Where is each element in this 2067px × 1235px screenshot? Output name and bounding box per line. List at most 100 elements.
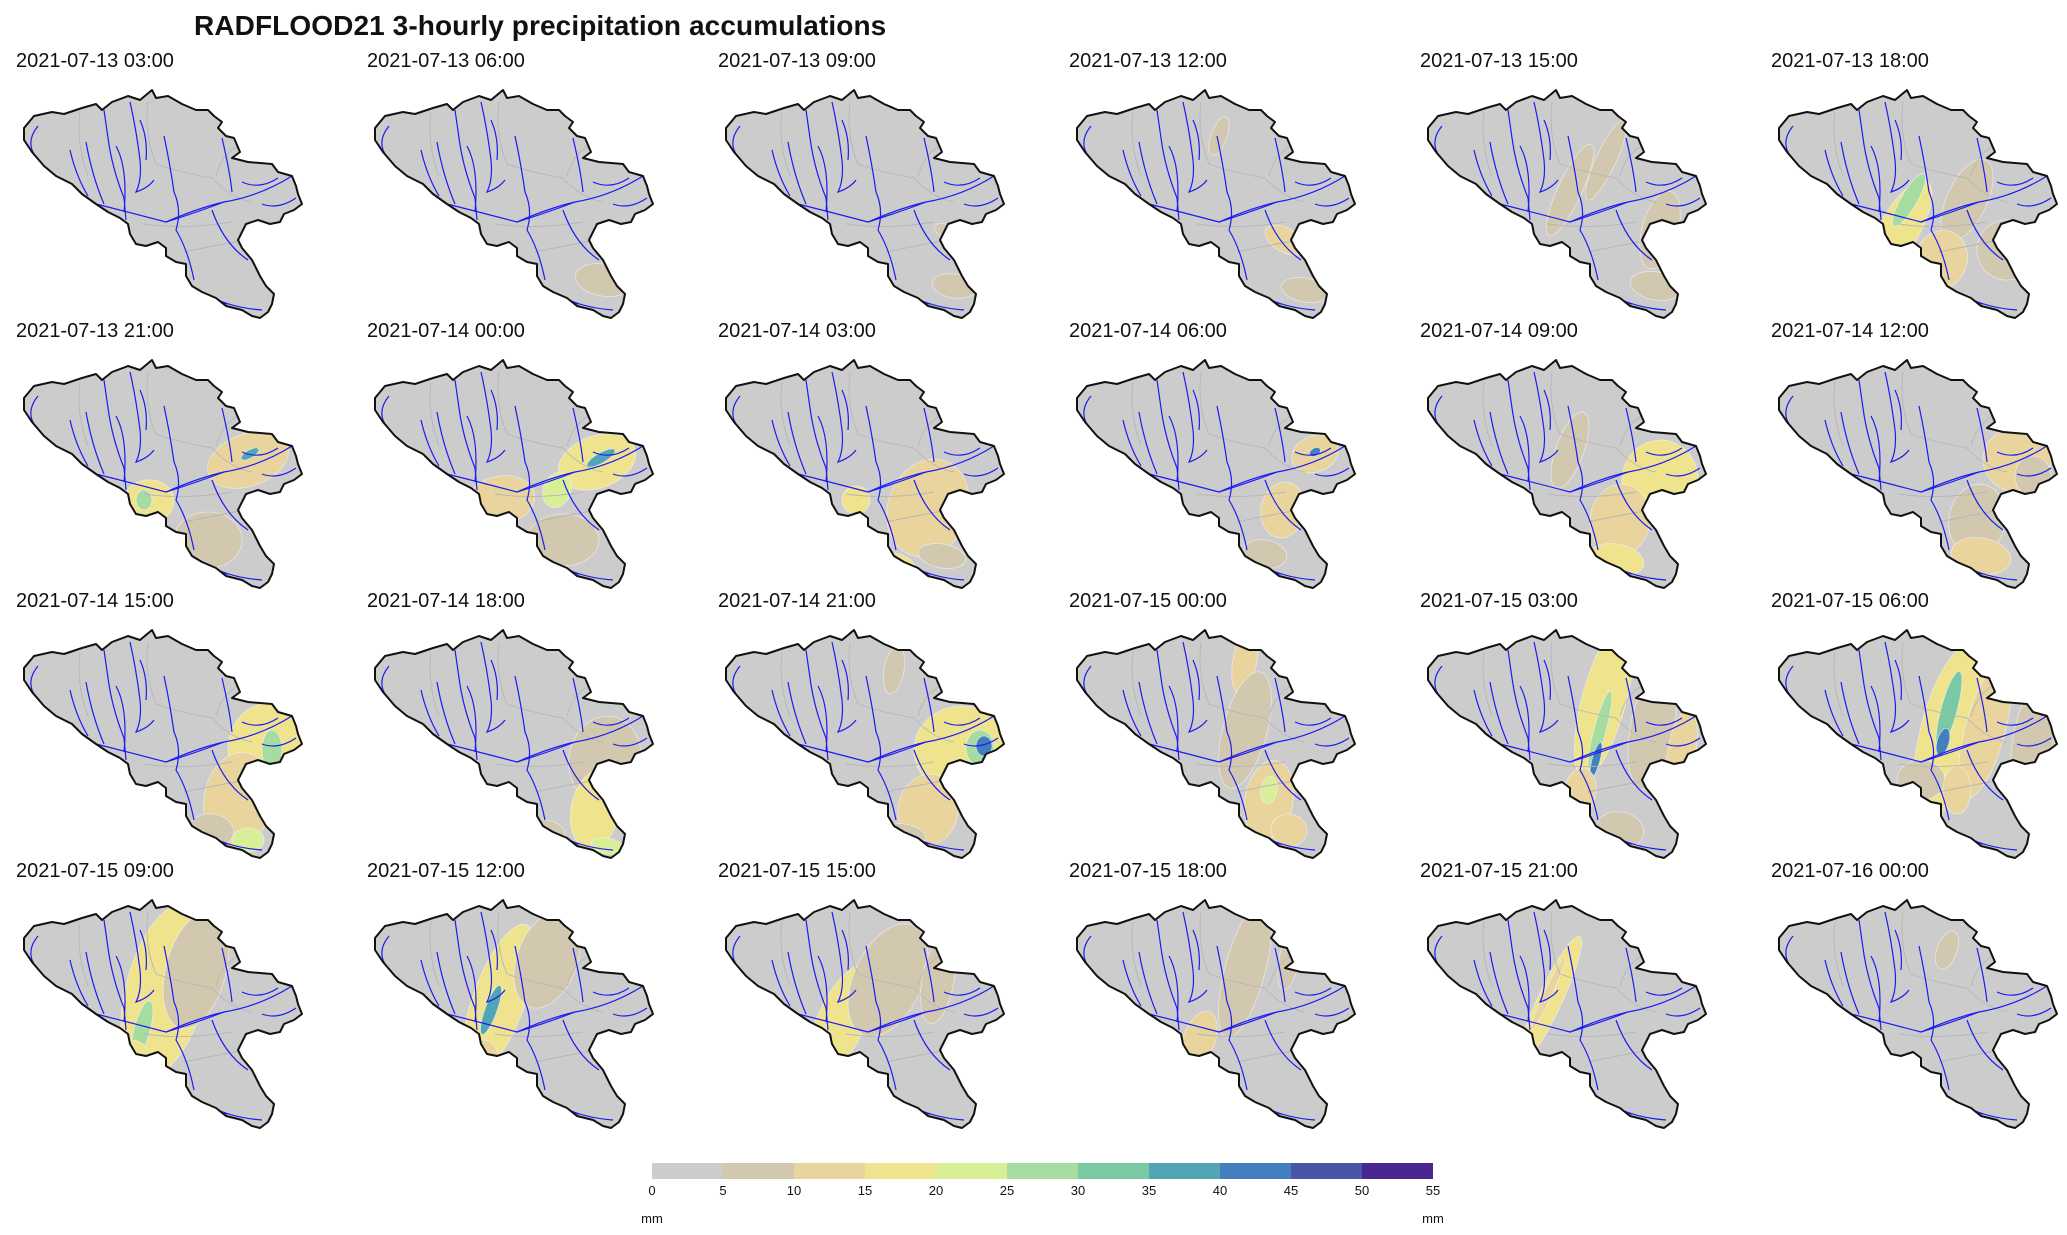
river-line — [1543, 389, 1551, 431]
river-line — [1156, 919, 1180, 1031]
river-line — [817, 415, 828, 483]
province-boundary — [848, 101, 915, 179]
river-line — [913, 1019, 951, 1071]
river-line — [1665, 467, 1701, 477]
river-line — [139, 659, 147, 701]
province-boundary — [1196, 761, 1286, 768]
map-panel: 2021-07-15 00:00 — [1069, 590, 1409, 860]
river-line — [1858, 649, 1882, 761]
river-line — [454, 109, 478, 221]
province-boundary — [562, 717, 604, 743]
belgium-precipitation-map — [1778, 629, 2058, 859]
province-boundary — [1970, 955, 1994, 987]
colorbar-tick-label: 15 — [857, 1183, 873, 1198]
river-line — [1138, 411, 1158, 475]
province-boundary — [78, 111, 89, 177]
river-line — [1122, 149, 1142, 197]
river-line — [963, 197, 999, 207]
colorbar-tick-label: 20 — [928, 1183, 944, 1198]
river-line — [592, 177, 630, 186]
river-line — [1264, 209, 1302, 261]
river-line — [913, 749, 951, 801]
province-boundary — [78, 921, 89, 987]
colorbar-segment — [723, 1163, 794, 1179]
river-line — [420, 149, 440, 197]
river-line — [446, 985, 644, 1033]
panel-timestamp: 2021-07-15 06:00 — [1771, 590, 1929, 612]
colorbar-segment — [794, 1163, 865, 1179]
river-line — [1577, 191, 1599, 281]
province-boundary — [1619, 685, 1643, 717]
river-line — [1148, 445, 1346, 493]
province-boundary — [780, 651, 791, 717]
province-boundary — [845, 1031, 935, 1038]
country-border — [1076, 89, 1356, 319]
province-boundary — [1268, 415, 1292, 447]
river-line — [1824, 419, 1844, 467]
map-panel: 2021-07-15 18:00 — [1069, 860, 1409, 1130]
river-line — [875, 461, 897, 551]
province-boundary — [215, 685, 239, 717]
river-line — [1665, 197, 1701, 207]
province-boundary — [780, 111, 791, 177]
river-line — [1138, 141, 1158, 205]
river-line — [1577, 731, 1599, 821]
province-boundary — [1966, 717, 2008, 743]
province-boundary — [215, 145, 239, 177]
river-line — [1182, 641, 1208, 734]
province-boundary — [78, 381, 89, 447]
river-line — [1314, 737, 1350, 747]
river-line — [865, 945, 877, 1003]
map-panel: 2021-07-13 09:00 — [718, 50, 1058, 320]
river-line — [129, 371, 155, 464]
river-line — [1192, 929, 1200, 971]
province-boundary — [1131, 651, 1142, 717]
river-line — [1533, 371, 1559, 464]
river-line — [923, 137, 935, 193]
colorbar-scale — [652, 1163, 1433, 1179]
river-line — [1489, 681, 1509, 745]
river-line — [817, 145, 828, 213]
colorbar-segment — [865, 1163, 936, 1179]
country-border — [1076, 359, 1356, 589]
river-line — [867, 201, 927, 223]
country-border — [374, 359, 654, 589]
river-line — [446, 445, 644, 493]
river-line — [446, 715, 644, 763]
river-line — [831, 371, 857, 464]
river-line — [1966, 1019, 2004, 1071]
river-line — [1850, 985, 2048, 1033]
river-line — [1533, 911, 1559, 1004]
province-boundary — [1268, 955, 1292, 987]
map-panel: 2021-07-14 21:00 — [718, 590, 1058, 860]
river-line — [165, 201, 225, 223]
belgium-precipitation-map — [1076, 899, 1356, 1129]
river-line — [592, 447, 630, 456]
river-line — [115, 415, 126, 483]
province-boundary — [1482, 111, 1493, 177]
panel-timestamp: 2021-07-15 00:00 — [1069, 590, 1227, 612]
river-line — [1274, 407, 1286, 463]
river-line — [572, 407, 584, 463]
river-line — [1894, 929, 1902, 971]
belgium-precipitation-map — [23, 629, 303, 859]
province-boundary — [1482, 651, 1493, 717]
province-boundary — [429, 381, 440, 447]
province-boundary — [917, 145, 941, 177]
river-line — [436, 951, 456, 1015]
river-line — [1665, 737, 1701, 747]
river-line — [1625, 407, 1637, 463]
province-boundary — [146, 911, 213, 989]
colorbar-ticks: 0 5 10 15 20 25 30 35 40 45 50 55 — [648, 1179, 1440, 1201]
river-line — [1928, 731, 1950, 821]
colorbar-segment — [1220, 1163, 1291, 1179]
river-line — [165, 1011, 225, 1033]
panel-timestamp: 2021-07-15 15:00 — [718, 860, 876, 882]
panel-timestamp: 2021-07-14 18:00 — [367, 590, 525, 612]
river-line — [771, 419, 791, 467]
river-line — [1625, 137, 1637, 193]
land-fill — [1779, 900, 2057, 1128]
map-panel: 2021-07-14 09:00 — [1420, 320, 1760, 590]
colorbar-tick-label: 55 — [1425, 1183, 1441, 1198]
map-panel: 2021-07-15 21:00 — [1420, 860, 1760, 1130]
